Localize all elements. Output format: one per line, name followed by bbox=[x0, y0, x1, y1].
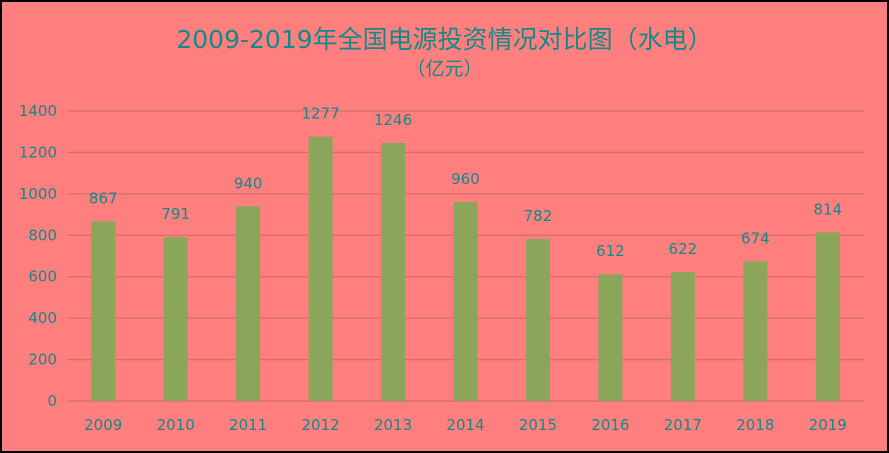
x-tick-label: 2019 bbox=[809, 416, 847, 434]
data-label: 940 bbox=[234, 174, 263, 192]
data-label: 867 bbox=[89, 189, 118, 207]
bar-2011 bbox=[236, 206, 261, 401]
y-tick-label: 1200 bbox=[19, 143, 57, 161]
bar-2018 bbox=[743, 261, 768, 401]
x-tick-label: 2014 bbox=[446, 416, 484, 434]
x-tick-label: 2017 bbox=[664, 416, 702, 434]
bar-2019 bbox=[815, 232, 840, 401]
data-label: 814 bbox=[813, 200, 842, 218]
y-tick-label: 0 bbox=[47, 392, 57, 410]
y-tick-label: 1000 bbox=[19, 185, 57, 203]
bar-2017 bbox=[670, 272, 695, 401]
bar-2016 bbox=[598, 274, 623, 401]
y-tick-label: 600 bbox=[28, 268, 57, 286]
x-tick-label: 2010 bbox=[157, 416, 195, 434]
data-label: 622 bbox=[669, 240, 698, 258]
x-tick-label: 2009 bbox=[84, 416, 122, 434]
y-tick-label: 400 bbox=[28, 309, 57, 327]
data-label: 782 bbox=[524, 207, 553, 225]
x-tick-label: 2013 bbox=[374, 416, 412, 434]
bar-2015 bbox=[525, 239, 550, 401]
x-tick-label: 2018 bbox=[736, 416, 774, 434]
data-label: 674 bbox=[741, 229, 770, 247]
y-tick-label: 200 bbox=[28, 351, 57, 369]
data-label: 612 bbox=[596, 242, 625, 260]
bar-2010 bbox=[163, 237, 188, 401]
bar-2009 bbox=[91, 221, 116, 401]
x-tick-label: 2011 bbox=[229, 416, 267, 434]
chart-title: 2009-2019年全国电源投资情况对比图（水电） bbox=[176, 25, 713, 54]
x-tick-label: 2016 bbox=[591, 416, 629, 434]
data-label: 1246 bbox=[374, 111, 412, 129]
chart-subtitle: （亿元） bbox=[406, 58, 483, 80]
bar-2013 bbox=[381, 142, 406, 401]
data-label: 960 bbox=[451, 170, 480, 188]
bar-2014 bbox=[453, 202, 478, 401]
x-tick-label: 2015 bbox=[519, 416, 557, 434]
data-label: 791 bbox=[161, 205, 190, 223]
data-label: 1277 bbox=[301, 104, 339, 122]
bar-2012 bbox=[308, 136, 333, 401]
y-tick-label: 1400 bbox=[19, 102, 57, 120]
y-tick-label: 800 bbox=[28, 226, 57, 244]
x-tick-label: 2012 bbox=[301, 416, 339, 434]
